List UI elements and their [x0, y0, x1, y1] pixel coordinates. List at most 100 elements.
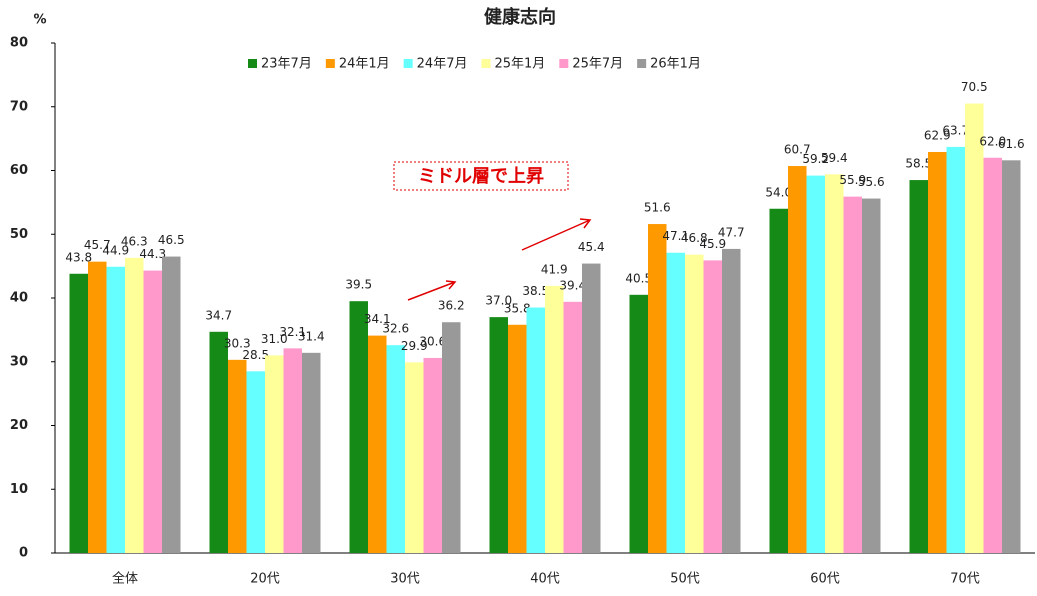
value-label: 55.9: [839, 173, 866, 187]
chart-title: 健康志向: [484, 6, 556, 28]
value-label: 28.5: [242, 348, 269, 362]
value-label: 51.6: [644, 201, 671, 215]
legend-label: 24年1月: [339, 57, 390, 72]
bar: [526, 307, 545, 553]
bar: [246, 371, 265, 553]
value-label: 43.8: [65, 250, 92, 264]
value-label: 59.4: [821, 151, 848, 165]
legend-swatch: [481, 59, 491, 68]
legend-label: 23年7月: [261, 57, 312, 72]
x-tick-label: 30代: [390, 572, 420, 587]
bar: [405, 362, 424, 553]
y-tick-label: 70: [10, 99, 28, 114]
value-label: 45.7: [84, 238, 111, 252]
arrows: [407, 218, 592, 301]
annotation: ミドル層で上昇: [418, 166, 544, 187]
x-tick-label: 50代: [670, 572, 700, 587]
bar: [349, 301, 368, 553]
bar: [106, 266, 125, 553]
bar: [545, 285, 564, 553]
legend-label: 25年7月: [572, 57, 623, 72]
bar: [703, 260, 722, 553]
value-label: 46.5: [158, 233, 185, 247]
value-label: 38.5: [522, 284, 549, 298]
legend-label: 25年1月: [494, 57, 545, 72]
bar: [88, 261, 107, 553]
bar: [162, 256, 181, 553]
x-tick-label: 20代: [250, 572, 280, 587]
value-label: 40.5: [625, 271, 652, 285]
x-tick-label: 40代: [530, 572, 560, 587]
value-label: 37.0: [485, 294, 512, 308]
value-label: 46.8: [681, 231, 708, 245]
value-label: 32.1: [279, 325, 306, 339]
bar: [582, 263, 601, 553]
bar: [769, 208, 788, 553]
value-label: 60.7: [784, 143, 811, 157]
value-label: 46.3: [121, 234, 148, 248]
value-label: 34.7: [205, 308, 232, 322]
value-label: 59.2: [802, 152, 829, 166]
y-tick-label: 40: [10, 291, 28, 306]
bar: [685, 254, 704, 553]
bar: [843, 196, 862, 553]
bar: [368, 335, 387, 553]
bar: [228, 359, 247, 553]
legend-swatch: [248, 59, 257, 68]
bar: [143, 270, 162, 553]
bar: [983, 157, 1002, 553]
value-label: 35.8: [504, 301, 531, 315]
bar: [806, 175, 825, 553]
value-label: 47.7: [718, 225, 745, 239]
x-tick-label: 70代: [950, 572, 980, 587]
value-label: 54.0: [765, 185, 792, 199]
y-tick-label: 50: [10, 227, 28, 242]
value-label: 44.3: [139, 247, 166, 261]
bar: [423, 357, 442, 553]
value-label: 32.6: [382, 322, 409, 336]
value-label: 62.0: [979, 134, 1006, 148]
y-tick-label: 30: [10, 354, 28, 369]
legend-swatch: [325, 59, 335, 68]
bar: [209, 331, 228, 553]
value-label: 70.5: [961, 80, 988, 94]
y-tick-label: 80: [10, 36, 28, 51]
bar: [722, 248, 741, 553]
bar: [302, 352, 321, 553]
value-label: 31.4: [298, 329, 325, 343]
value-label: 58.5: [905, 157, 932, 171]
value-label: 31.0: [261, 332, 288, 346]
annotation-box: [393, 161, 569, 191]
x-tick-label: 60代: [810, 572, 840, 587]
bar: [283, 348, 302, 553]
y-tick-label: 60: [10, 163, 28, 178]
bar: [788, 166, 807, 553]
bar: [563, 301, 582, 553]
bar: [125, 257, 144, 553]
value-label: 39.4: [559, 278, 586, 292]
bar: [648, 224, 667, 554]
bar: [928, 152, 947, 553]
value-label: 34.1: [364, 312, 391, 326]
bar: [825, 174, 844, 553]
bar: [508, 324, 527, 553]
bar: [69, 273, 88, 553]
value-label: 30.3: [224, 336, 251, 350]
bar: [265, 355, 284, 553]
bar: [1002, 160, 1021, 554]
legend-label: 26年1月: [650, 57, 701, 72]
bar: [442, 322, 461, 553]
y-tick-label: 0: [19, 546, 28, 561]
value-label: 45.9: [699, 237, 726, 251]
bar: [965, 103, 984, 553]
y-tick-label: 10: [10, 482, 28, 497]
bar: [666, 252, 685, 554]
value-label: 61.6: [998, 137, 1025, 151]
value-label: 62.9: [924, 129, 951, 143]
bar: [909, 180, 928, 553]
value-label: 29.9: [401, 339, 428, 353]
bar: [386, 345, 405, 553]
y-tick-label: 20: [10, 418, 28, 433]
bar: [489, 317, 508, 553]
